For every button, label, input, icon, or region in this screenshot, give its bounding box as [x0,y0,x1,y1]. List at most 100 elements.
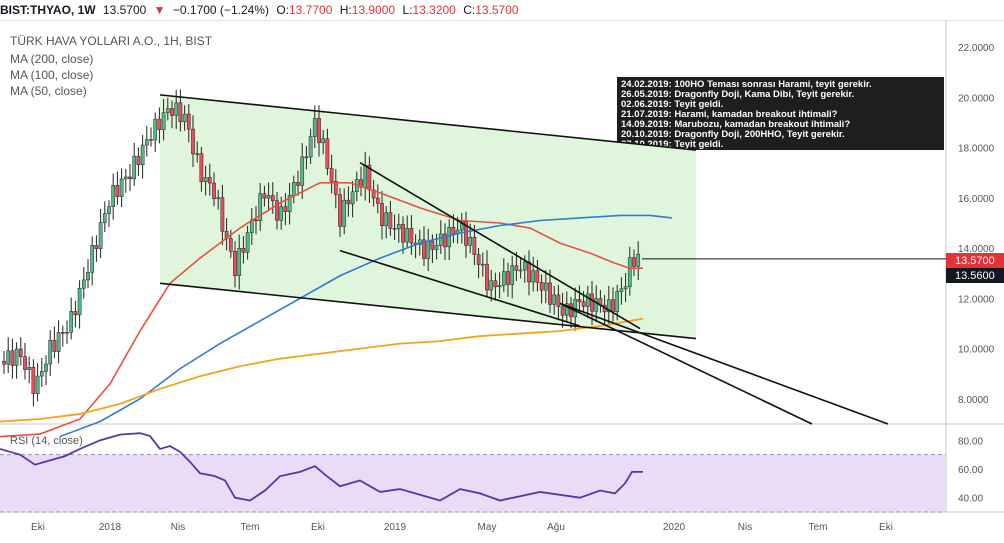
rsi-title[interactable]: RSI (14, close) [10,435,83,447]
price-axis-tick: 10.0000 [958,345,995,356]
candle-body [161,112,166,130]
candle-body [510,265,515,285]
candle-body [518,269,523,272]
high-value: 13.9000 [351,3,396,17]
candle-body [438,233,443,246]
candle-body [296,182,300,186]
candle-body [174,102,179,116]
candle-body [216,197,221,199]
symbol-title[interactable]: BIST:THYAO, 1W [0,3,96,17]
change-arrow-icon: ▼ [153,3,166,17]
candle-body [388,212,393,229]
candle-body [501,271,506,286]
symbol-header: BIST:THYAO, 1W 13.5700 ▼ −0.1700 (−1.24%… [0,0,1004,21]
candle-body [144,139,149,146]
rsi-band [0,454,946,512]
candle-body [111,185,116,208]
legend-ma200[interactable]: MA (200, close) [10,52,93,66]
candle-body [94,245,99,250]
candle-body [480,263,485,266]
candle-body [346,199,351,205]
candle-body [615,291,620,312]
candle-body [632,257,636,267]
candle-body [543,282,548,291]
candle-body [270,195,275,201]
candle-body [321,138,326,144]
candle-body [241,247,246,253]
candle-body [338,194,342,227]
candle-body [195,153,200,155]
candle-body [254,219,258,222]
candle-body [539,282,544,291]
candle-body [52,339,57,352]
rsi-axis-tick: 80.00 [958,436,983,447]
candle-body [77,288,82,316]
candle-body [56,332,61,352]
candle-body [581,301,586,307]
candle-body [212,182,216,199]
candle-body [123,176,128,180]
time-axis-tick: Eki [879,522,893,533]
candle-body [590,293,594,312]
candle-body [153,118,158,141]
candle-body [409,228,414,244]
candle-body [90,245,95,273]
candle-body [375,197,380,204]
candle-body [23,356,27,370]
price-axis-tick: 12.0000 [958,294,995,305]
candle-body [182,113,187,123]
time-axis-tick: Eki [31,522,45,533]
extended-trend-line [559,302,813,425]
candle-body [577,299,582,303]
candle-body [203,177,208,183]
candle-body [207,177,212,184]
candle-body [619,288,624,292]
candle-body [317,118,321,144]
candle-body [434,245,439,250]
time-axis-tick: 2019 [384,522,407,533]
time-axis-tick: 2018 [99,522,122,533]
candle-body [186,113,191,130]
candle-body [522,261,527,271]
candle-body [443,233,447,248]
candle-body [107,206,111,214]
candle-body [6,350,11,365]
candle-body [220,197,225,232]
candle-body [44,363,48,372]
candle-body [18,348,23,357]
candle-body [531,270,536,283]
candle-body [149,139,153,141]
candle-body [60,332,65,334]
candle-body [73,311,78,316]
close-value: 13.5700 [475,3,519,17]
candle-body [564,303,569,316]
price-axis-tick: 8.0000 [958,395,989,406]
candle-body [69,311,74,333]
price-axis-tick: 18.0000 [958,144,995,155]
candle-body [514,265,519,271]
candle-body [228,238,233,252]
price-axis-tick: 16.0000 [958,194,995,205]
candle-body [527,261,531,283]
candle-body [102,213,107,223]
candle-body [170,108,174,116]
channel-fill [160,94,696,339]
candle-body [476,254,481,265]
high-label: H: [339,3,352,17]
legend-ma50[interactable]: MA (50, close) [10,84,87,98]
annotation-text: 24.02.2019: 100HO Teması sonrası Harami,… [621,79,872,150]
candle-body [464,221,468,246]
candle-body [140,144,145,166]
candle-body [493,280,498,288]
annotation-line: 26.05.2019: Dragonfly Doji, Kama Dibi, T… [621,89,854,100]
candle-body [552,294,557,305]
rsi-axis-tick: 40.00 [958,494,983,505]
candle-body [627,257,632,288]
candle-body [291,182,296,196]
time-axis-tick: Tem [241,522,260,533]
legend-ma100[interactable]: MA (100, close) [10,68,93,82]
candle-body [392,228,397,230]
time-axis-tick: 2020 [663,522,686,533]
time-axis-tick: May [478,522,497,533]
